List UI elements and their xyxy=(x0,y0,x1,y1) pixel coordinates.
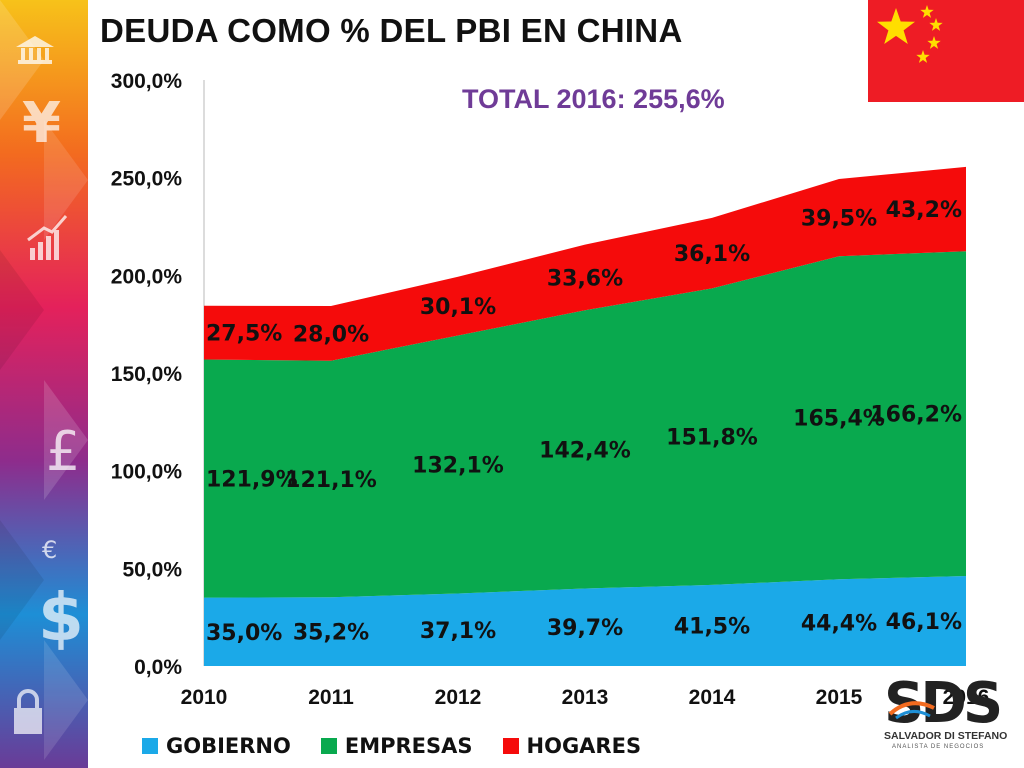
legend-swatch xyxy=(320,738,337,754)
y-tick-label: 100,0% xyxy=(111,461,183,484)
legend-swatch xyxy=(142,738,158,754)
legend-label: HOGARES xyxy=(526,734,642,758)
area-empresas xyxy=(204,251,966,598)
x-tick-label: 2014 xyxy=(689,686,736,709)
logo-name: SALVADOR DI STEFANO xyxy=(884,730,1008,742)
china-flag xyxy=(868,0,1024,102)
data-label-gobierno: 44,4% xyxy=(801,612,877,637)
logo-swoosh-icon xyxy=(895,710,931,720)
data-label-hogares: 43,2% xyxy=(886,198,962,223)
sds-logo: SDS xyxy=(884,671,1002,736)
data-label-empresas: 165,4% xyxy=(793,407,885,432)
bank-icon xyxy=(16,36,54,64)
yen-icon: ¥ xyxy=(22,91,61,156)
x-tick-label: 2013 xyxy=(562,686,609,709)
chart-legend: GOBIERNO EMPRESAS HOGARES xyxy=(142,734,641,758)
data-label-empresas: 151,8% xyxy=(666,426,758,451)
page-title: DEUDA COMO % DEL PBI EN CHINA xyxy=(100,12,683,49)
sds-logo-mark: SDS xyxy=(884,671,1000,736)
y-tick-label: 300,0% xyxy=(111,70,183,93)
legend-label: GOBIERNO xyxy=(166,734,291,758)
lock-icon xyxy=(14,689,42,734)
x-tick-label: 2016 xyxy=(943,686,990,709)
data-label-empresas: 166,2% xyxy=(870,403,962,428)
y-tick-labels: 0,0% 50,0% 100,0% 150,0% 200,0% 250,0% 300,0% xyxy=(111,70,183,679)
small-star-icon xyxy=(929,18,943,31)
legend-label: EMPRESAS xyxy=(344,734,473,758)
x-tick-label: 2012 xyxy=(435,686,482,709)
data-label-gobierno: 37,1% xyxy=(420,619,496,644)
y-tick-label: 250,0% xyxy=(111,168,183,191)
y-tick-label: 150,0% xyxy=(111,363,183,386)
data-label-empresas: 132,1% xyxy=(412,454,504,479)
area-series-group xyxy=(204,166,966,666)
data-label-empresas: 121,9% xyxy=(206,468,298,493)
legend-item-empresas: EMPRESAS xyxy=(320,734,473,758)
data-label-hogares: 39,5% xyxy=(801,207,877,232)
y-tick-label: 0,0% xyxy=(134,656,182,679)
growth-chart-icon xyxy=(27,215,68,260)
legend-item-hogares: HOGARES xyxy=(502,734,642,758)
data-label-hogares: 36,1% xyxy=(674,242,750,267)
data-label-hogares: 33,6% xyxy=(547,266,623,291)
data-label-gobierno: 46,1% xyxy=(886,610,962,635)
y-tick-label: 200,0% xyxy=(111,265,183,288)
data-label-hogares: 27,5% xyxy=(206,322,282,347)
small-star-icon xyxy=(916,50,930,63)
area-hogares xyxy=(204,166,966,361)
y-tick-label: 50,0% xyxy=(122,558,182,581)
x-tick-labels: 2010 2011 2012 2013 2014 2015 2016 xyxy=(181,686,990,709)
large-star-icon xyxy=(877,8,915,44)
decorative-side-strip: ¥ £ € $ xyxy=(0,0,88,768)
data-labels: 35,0% 35,2% 37,1% 39,7% 41,5% 44,4% 46,1% 121,9… xyxy=(206,198,962,646)
small-star-icon xyxy=(920,5,934,18)
logo-tagline: ANALISTA DE NEGOCIOS xyxy=(892,744,985,750)
area-gobierno xyxy=(204,575,966,666)
data-label-hogares: 30,1% xyxy=(420,295,496,320)
data-label-empresas: 142,4% xyxy=(539,438,631,463)
data-label-gobierno: 35,0% xyxy=(206,621,282,646)
legend-swatch xyxy=(502,738,519,754)
euro-icon: € xyxy=(42,536,57,564)
total-annotation: TOTAL 2016: 255,6% xyxy=(462,84,725,114)
pound-icon: £ xyxy=(46,420,80,483)
logo-swoosh-icon xyxy=(888,701,935,716)
x-tick-label: 2011 xyxy=(308,686,354,709)
data-label-hogares: 28,0% xyxy=(293,322,369,347)
dollar-icon: $ xyxy=(38,579,84,656)
data-label-gobierno: 35,2% xyxy=(293,621,369,646)
x-tick-label: 2010 xyxy=(181,686,228,709)
data-label-empresas: 121,1% xyxy=(285,468,377,493)
data-label-gobierno: 39,7% xyxy=(547,616,623,641)
x-tick-label: 2015 xyxy=(816,686,863,709)
small-star-icon xyxy=(927,36,941,49)
legend-item-gobierno: GOBIERNO xyxy=(142,734,291,758)
data-label-gobierno: 41,5% xyxy=(674,614,750,639)
